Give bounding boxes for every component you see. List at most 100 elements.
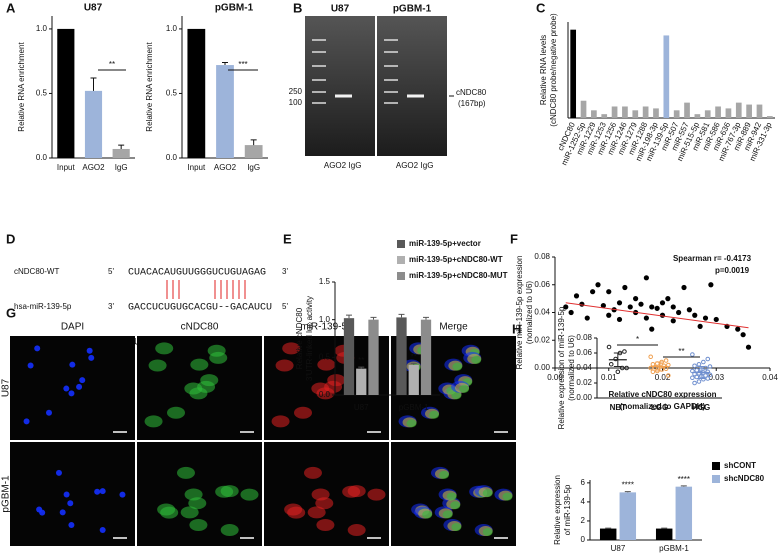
- gel-lane-label: IgG: [349, 161, 362, 170]
- y-tick-label: 0.04: [534, 308, 550, 317]
- cell: [316, 519, 335, 532]
- significance: **: [109, 60, 115, 69]
- bar: [244, 145, 263, 158]
- y-tick-label: 1.0: [36, 24, 48, 33]
- bar: [735, 102, 742, 118]
- bar: [746, 104, 752, 118]
- micrograph: [10, 442, 135, 546]
- point: [745, 344, 752, 350]
- y-tick-label: 0.0: [166, 153, 178, 162]
- panel-label: F: [510, 231, 518, 246]
- point: [686, 307, 692, 313]
- bar: [580, 100, 587, 118]
- gel-band-label: cNDC80: [456, 88, 487, 97]
- legend-swatch: [712, 475, 720, 483]
- error-bar: [697, 366, 706, 379]
- y-tick-label: 2: [581, 516, 586, 525]
- cell: [67, 500, 74, 507]
- gel-marker: 100: [289, 98, 303, 107]
- bar: [725, 108, 732, 118]
- y-tick-label: 0.02: [576, 378, 592, 387]
- sequence-end: 5': [108, 267, 114, 276]
- x-tick-label: HGG: [692, 403, 710, 412]
- point: [622, 349, 627, 354]
- column-header: Merge: [439, 322, 468, 333]
- y-tick-label: 0.00: [534, 363, 550, 372]
- cell: [482, 489, 493, 498]
- point: [606, 312, 612, 318]
- gel-lane-label: AGO2: [324, 161, 347, 170]
- gel-band-label: (167bp): [458, 99, 486, 108]
- point: [627, 304, 633, 310]
- point: [643, 315, 649, 321]
- cell: [446, 492, 457, 501]
- y-tick-label: 1.0: [319, 315, 331, 324]
- cell: [220, 485, 239, 498]
- cell: [144, 415, 163, 428]
- bar: [756, 104, 763, 118]
- cell: [94, 488, 101, 495]
- bar: [408, 364, 419, 395]
- cell: [119, 491, 126, 498]
- point: [563, 304, 569, 310]
- point: [701, 376, 706, 382]
- legend-label: miR-139-5p+vector: [409, 239, 481, 248]
- legend-swatch: [397, 272, 405, 280]
- y-tick-label: 0.02: [534, 335, 550, 344]
- legend-label: miR-139-5p+cNDC80-MUT: [409, 271, 508, 280]
- y-tick-label: 0.0: [319, 390, 331, 399]
- error-bar: [680, 485, 687, 487]
- gel-title: U87: [331, 4, 350, 15]
- error-bar: [370, 316, 377, 320]
- point: [622, 284, 628, 291]
- cell: [160, 506, 179, 519]
- cell: [450, 501, 461, 510]
- y-tick-label: 1.0: [166, 24, 178, 33]
- significance: *: [636, 335, 639, 344]
- bar: [601, 114, 608, 118]
- bar: [766, 116, 773, 118]
- gel-title: pGBM-1: [393, 4, 432, 15]
- cell: [347, 524, 366, 537]
- cell: [471, 355, 482, 364]
- error-bar: [222, 61, 228, 66]
- bar: [216, 65, 234, 158]
- point: [600, 302, 606, 309]
- microscopy-panel: DAPI cNDC80 miR-139-5p Merge U87 pGBM-1: [1, 322, 516, 546]
- point: [643, 275, 649, 281]
- cell: [86, 347, 93, 354]
- y-tick-label: 0.08: [534, 252, 550, 261]
- y-axis-label: Relative RNA enrichment: [145, 42, 154, 132]
- y-tick-label: 0.00: [576, 393, 592, 402]
- x-tick-label: Input: [187, 163, 206, 172]
- point: [663, 366, 669, 372]
- point: [648, 354, 654, 360]
- bar: [632, 110, 639, 118]
- point: [705, 376, 711, 381]
- point: [619, 365, 625, 371]
- sequence-name: cNDC80-WT: [14, 267, 59, 276]
- point: [606, 344, 612, 350]
- legend-swatch: [397, 240, 405, 248]
- x-tick-label: 0.03: [708, 373, 724, 382]
- cell: [240, 488, 259, 501]
- cell: [190, 358, 209, 371]
- cell: [148, 359, 167, 372]
- cell: [452, 362, 463, 371]
- x-axis-label: (nomalized to GAPDH): [620, 402, 706, 411]
- panel-label: D: [6, 231, 15, 246]
- cell: [167, 406, 186, 419]
- micrograph: [10, 336, 135, 440]
- x-tick-label: AGO2: [82, 163, 105, 172]
- y-axis-label: Relative miR-139-5p expression: [515, 256, 524, 370]
- cell: [176, 466, 195, 479]
- gel-marker: 250: [289, 87, 303, 96]
- bar: [663, 35, 670, 118]
- point: [579, 301, 585, 307]
- bar: [112, 148, 130, 158]
- gel-lane-label: AGO2: [396, 161, 419, 170]
- cell: [155, 342, 174, 355]
- cell: [324, 380, 343, 393]
- x-tick-label: 0.01: [601, 373, 617, 382]
- error-bar: [250, 139, 257, 146]
